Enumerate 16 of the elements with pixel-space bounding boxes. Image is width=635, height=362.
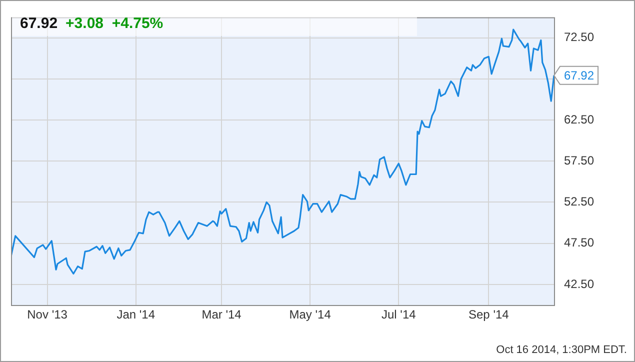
y-tick-label: 47.50 [564,236,594,250]
chart-title: 67.92 [20,15,58,32]
annotation: 67.92 [564,68,594,83]
x-tick-label: May '14 [289,308,332,322]
y-tick-label: 72.50 [564,30,594,44]
x-tick-label: Jul '14 [381,308,416,322]
y-tick-label: 42.50 [564,276,594,291]
x-tick-label: Mar '14 [202,308,242,322]
y-tick-label: 62.50 [564,112,594,126]
y-tick-label: 52.50 [564,194,594,209]
chart-subtitle: +3.08 +4.75% [66,15,164,32]
text: Oct 16 2014, 1:30PM EDT. [496,344,627,356]
x-tick-label: Jan '14 [116,308,156,322]
y-tick-label: 57.50 [564,153,594,168]
x-tick-label: Sep '14 [468,308,510,322]
x-tick-label: Nov '13 [27,308,68,322]
